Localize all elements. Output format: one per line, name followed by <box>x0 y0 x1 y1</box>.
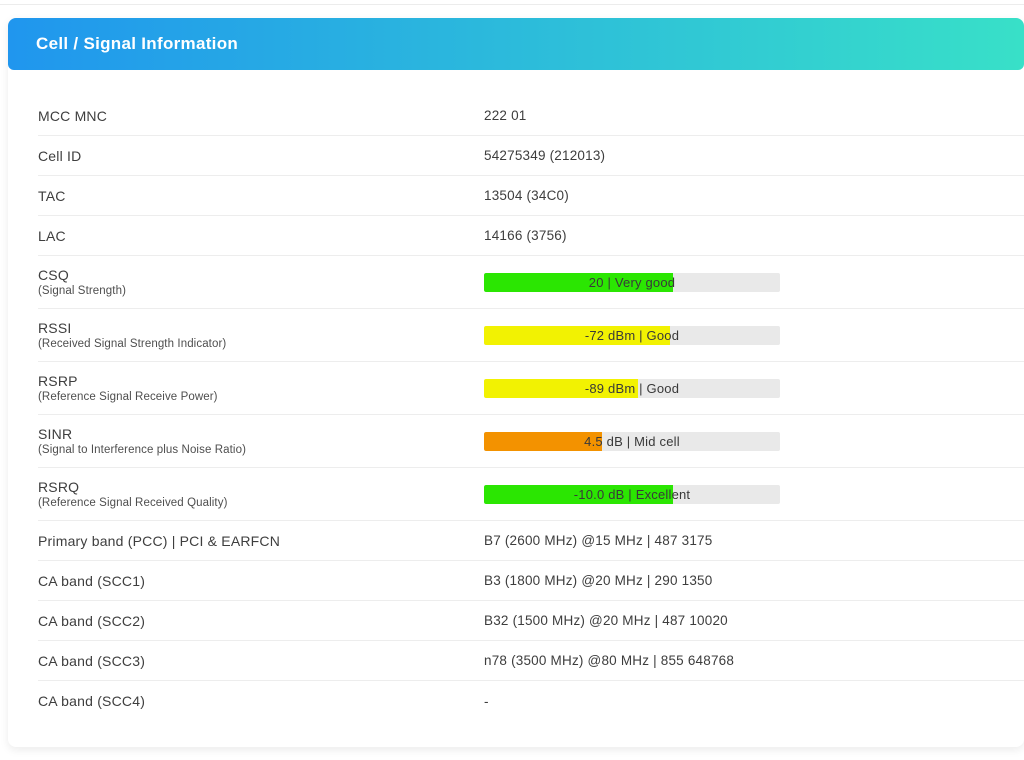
signal-bar-value: -10.0 dB | Excellent <box>573 486 691 502</box>
table-row: CA band (SCC2) B32 (1500 MHz) @20 MHz | … <box>38 601 1024 641</box>
row-label-cell: Cell ID <box>38 148 484 164</box>
row-value-cell: 13504 (34C0) <box>484 188 1014 203</box>
info-table: MCC MNC 222 01 Cell ID 54275349 (212013)… <box>38 70 1024 721</box>
row-value: 13504 (34C0) <box>484 188 569 203</box>
row-value-cell: 54275349 (212013) <box>484 148 1014 163</box>
row-value-cell: -10.0 dB | Excellent <box>484 484 1014 504</box>
cell-signal-card: Cell / Signal Information MCC MNC 222 01… <box>8 18 1024 747</box>
card-header: Cell / Signal Information <box>8 18 1024 70</box>
row-label-cell: CSQ (Signal Strength) <box>38 267 484 297</box>
table-row: CA band (SCC4) - <box>38 681 1024 721</box>
signal-bar-value: -89 dBm | Good <box>584 380 680 396</box>
row-value-cell: n78 (3500 MHz) @80 MHz | 855 648768 <box>484 653 1014 668</box>
row-label-cell: RSSI (Received Signal Strength Indicator… <box>38 320 484 350</box>
table-row: LAC 14166 (3756) <box>38 216 1024 256</box>
row-label-cell: Primary band (PCC) | PCI & EARFCN <box>38 533 484 549</box>
row-value: 222 01 <box>484 108 527 123</box>
page-top-divider <box>0 4 1024 5</box>
table-row: RSSI (Received Signal Strength Indicator… <box>38 309 1024 362</box>
row-sublabel: (Signal to Interference plus Noise Ratio… <box>38 444 247 456</box>
row-label: RSSI <box>38 320 72 336</box>
row-value: 54275349 (212013) <box>484 148 606 163</box>
row-label-cell: CA band (SCC3) <box>38 653 484 669</box>
row-value: - <box>484 693 489 709</box>
signal-bar: 4.5 dB | Mid cell <box>484 431 780 451</box>
signal-bar-fill <box>484 484 674 504</box>
row-value-cell: 14166 (3756) <box>484 228 1014 243</box>
row-label-cell: CA band (SCC1) <box>38 573 484 589</box>
row-label: CA band (SCC4) <box>38 693 146 709</box>
row-sublabel: (Reference Signal Received Quality) <box>38 497 228 509</box>
row-value: B3 (1800 MHz) @20 MHz | 290 1350 <box>484 573 713 588</box>
signal-bar-value: 4.5 dB | Mid cell <box>584 433 680 449</box>
signal-bar: -10.0 dB | Excellent <box>484 484 780 504</box>
table-row: RSRP (Reference Signal Receive Power) -8… <box>38 362 1024 415</box>
table-row: Primary band (PCC) | PCI & EARFCN B7 (26… <box>38 521 1024 561</box>
row-sublabel: (Received Signal Strength Indicator) <box>38 338 227 350</box>
row-label: CA band (SCC2) <box>38 612 146 629</box>
row-label: RSRP <box>38 373 78 389</box>
signal-bar-fill <box>484 431 603 451</box>
row-label: Cell ID <box>38 147 82 164</box>
table-row: MCC MNC 222 01 <box>38 96 1024 136</box>
row-label: SINR <box>38 426 73 442</box>
row-label-cell: SINR (Signal to Interference plus Noise … <box>38 426 484 456</box>
row-label-cell: TAC <box>38 188 484 204</box>
row-label: CSQ <box>38 267 69 283</box>
row-label-cell: RSRQ (Reference Signal Received Quality) <box>38 479 484 509</box>
signal-bar-value: -72 dBm | Good <box>584 327 680 343</box>
row-label-cell: CA band (SCC4) <box>38 693 484 709</box>
row-label-cell: CA band (SCC2) <box>38 613 484 629</box>
row-value-cell: 222 01 <box>484 108 1014 123</box>
table-row: CA band (SCC3) n78 (3500 MHz) @80 MHz | … <box>38 641 1024 681</box>
table-row: TAC 13504 (34C0) <box>38 176 1024 216</box>
signal-bar: -72 dBm | Good <box>484 325 780 345</box>
row-label: MCC MNC <box>38 107 108 124</box>
row-value: n78 (3500 MHz) @80 MHz | 855 648768 <box>484 653 735 668</box>
signal-bar-fill <box>484 272 674 292</box>
row-value-cell: -72 dBm | Good <box>484 325 1014 345</box>
row-label: CA band (SCC3) <box>38 652 146 669</box>
signal-bar-value: 20 | Very good <box>588 274 676 290</box>
row-label-cell: MCC MNC <box>38 108 484 124</box>
row-value: B32 (1500 MHz) @20 MHz | 487 10020 <box>484 613 728 628</box>
row-label: TAC <box>38 187 66 204</box>
row-label-cell: LAC <box>38 228 484 244</box>
row-value: 14166 (3756) <box>484 228 567 243</box>
row-label: CA band (SCC1) <box>38 572 146 589</box>
row-label: RSRQ <box>38 479 80 495</box>
row-label: Primary band (PCC) | PCI & EARFCN <box>38 532 281 549</box>
row-value-cell: - <box>484 694 1014 709</box>
table-row: CA band (SCC1) B3 (1800 MHz) @20 MHz | 2… <box>38 561 1024 601</box>
row-value-cell: B32 (1500 MHz) @20 MHz | 487 10020 <box>484 613 1014 628</box>
table-row: RSRQ (Reference Signal Received Quality)… <box>38 468 1024 521</box>
row-sublabel: (Reference Signal Receive Power) <box>38 391 218 403</box>
row-label-cell: RSRP (Reference Signal Receive Power) <box>38 373 484 403</box>
row-sublabel: (Signal Strength) <box>38 285 126 297</box>
page-title: Cell / Signal Information <box>36 34 239 53</box>
signal-bar-fill <box>484 378 638 398</box>
row-value-cell: -89 dBm | Good <box>484 378 1014 398</box>
table-row: SINR (Signal to Interference plus Noise … <box>38 415 1024 468</box>
row-value: B7 (2600 MHz) @15 MHz | 487 3175 <box>484 533 713 548</box>
signal-bar-fill <box>484 325 671 345</box>
row-value-cell: 20 | Very good <box>484 272 1014 292</box>
signal-bar: 20 | Very good <box>484 272 780 292</box>
signal-bar: -89 dBm | Good <box>484 378 780 398</box>
row-value-cell: B3 (1800 MHz) @20 MHz | 290 1350 <box>484 573 1014 588</box>
table-row: CSQ (Signal Strength) 20 | Very good <box>38 256 1024 309</box>
row-value-cell: 4.5 dB | Mid cell <box>484 431 1014 451</box>
row-value-cell: B7 (2600 MHz) @15 MHz | 487 3175 <box>484 533 1014 548</box>
row-label: LAC <box>38 227 66 244</box>
table-row: Cell ID 54275349 (212013) <box>38 136 1024 176</box>
